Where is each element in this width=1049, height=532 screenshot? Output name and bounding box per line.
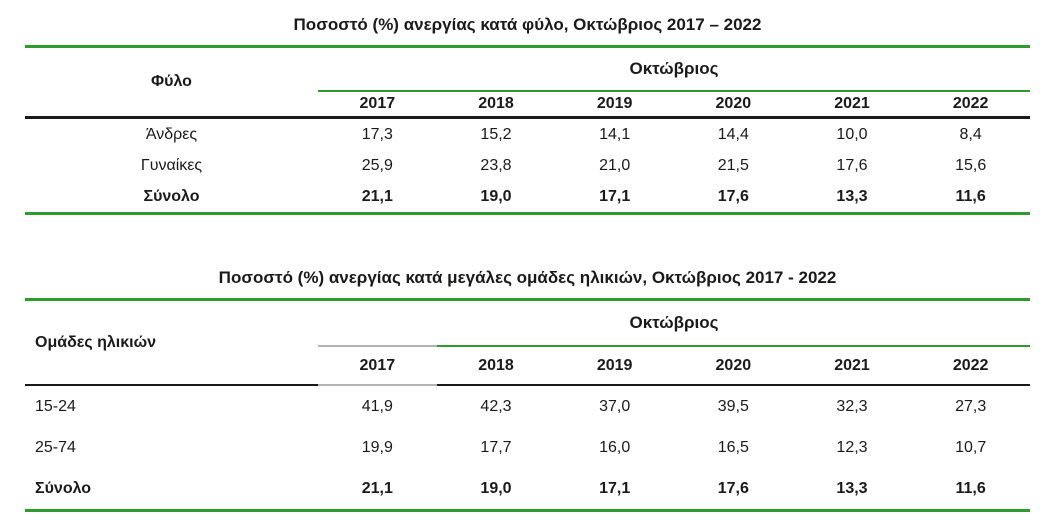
table1-col-header: Φύλο xyxy=(151,73,192,90)
row-label: Άνδρες xyxy=(145,125,198,143)
cell-value: 27,3 xyxy=(955,397,987,415)
table1-group-header: Οκτώβριος xyxy=(629,59,719,78)
cell-value: 14,1 xyxy=(599,125,631,143)
row-label: Σύνολο xyxy=(143,187,200,205)
table1-year-header: 2019 xyxy=(596,95,633,112)
cell-value: 17,1 xyxy=(599,479,631,497)
row-label: Γυναίκες xyxy=(140,156,203,174)
cell-value: 39,5 xyxy=(717,397,749,415)
table2-title: Ποσοστό (%) ανεργίας κατά μεγάλες ομάδες… xyxy=(218,268,837,287)
table2-year-header: 2017 xyxy=(359,356,396,374)
cell-value: 17,6 xyxy=(717,187,749,205)
cell-value: 10,7 xyxy=(955,438,987,456)
cell-value: 13,3 xyxy=(836,187,868,205)
table-unemployment-by-gender: Ποσοστό (%) ανεργίας κατά φύλο, Οκτώβριο… xyxy=(25,10,1030,215)
cell-value: 14,4 xyxy=(717,125,749,143)
table2-year-header: 2019 xyxy=(596,356,633,374)
document-page: Ποσοστό (%) ανεργίας κατά φύλο, Οκτώβριο… xyxy=(25,10,1030,512)
table1-header-rule xyxy=(25,116,1030,119)
table1-header: Φύλο Οκτώβριος 2017 2018 2019 2020 2021 … xyxy=(25,48,1030,116)
cell-value: 16,0 xyxy=(599,438,631,456)
table1-top-rule xyxy=(25,45,1030,48)
cell-value: 10,0 xyxy=(836,125,868,143)
table2-group-header: Οκτώβριος xyxy=(629,313,719,332)
table2-bottom-rule xyxy=(25,509,1030,512)
cell-value: 11,6 xyxy=(955,479,986,497)
table-unemployment-by-age: Ποσοστό (%) ανεργίας κατά μεγάλες ομάδες… xyxy=(25,263,1030,512)
table2-year-header: 2020 xyxy=(715,356,752,374)
table1-title: Ποσοστό (%) ανεργίας κατά φύλο, Οκτώβριο… xyxy=(293,15,762,34)
table1-year-header: 2018 xyxy=(478,95,514,112)
cell-value: 11,6 xyxy=(955,187,986,205)
cell-value: 17,1 xyxy=(599,187,631,205)
cell-value: 21,1 xyxy=(361,479,393,497)
cell-value: 19,0 xyxy=(480,187,512,205)
table2-top-rule xyxy=(25,298,1030,301)
cell-value: 32,3 xyxy=(836,397,868,415)
cell-value: 23,8 xyxy=(480,156,512,174)
cell-value: 19,0 xyxy=(480,479,512,497)
cell-value: 21,0 xyxy=(599,156,631,174)
table-row-total: Σύνολο 21,1 19,0 17,1 17,6 13,3 11,6 xyxy=(25,181,1030,212)
table2-col-header: Ομάδες ηλικιών xyxy=(35,333,157,351)
cell-value: 13,3 xyxy=(836,479,868,497)
cell-value: 16,5 xyxy=(717,438,749,456)
table-row-age-15-24: 15-24 41,9 42,3 37,0 39,5 32,3 27,3 xyxy=(25,386,1030,427)
row-label: 25-74 xyxy=(35,438,76,456)
table-row-women: Γυναίκες 25,9 23,8 21,0 21,5 17,6 15,6 xyxy=(25,150,1030,181)
cell-value: 42,3 xyxy=(480,397,512,415)
table-row-men: Άνδρες 17,3 15,2 14,1 14,4 10,0 8,4 xyxy=(25,119,1030,150)
cell-value: 8,4 xyxy=(959,125,982,143)
table2-year-header: 2022 xyxy=(952,356,989,374)
cell-value: 12,3 xyxy=(836,438,868,456)
cell-value: 21,1 xyxy=(361,187,393,205)
table2-header: Ομάδες ηλικιών Οκτώβριος 2017 2018 2019 … xyxy=(25,301,1030,384)
table2-year-header: 2021 xyxy=(834,356,870,374)
cell-value: 17,3 xyxy=(361,125,393,143)
row-label: Σύνολο xyxy=(35,479,92,497)
cell-value: 17,7 xyxy=(480,438,512,456)
cell-value: 15,2 xyxy=(480,125,512,143)
table1-group-underline xyxy=(318,90,1030,92)
table2-year-header: 2018 xyxy=(478,356,514,374)
table-row-age-25-74: 25-74 19,9 17,7 16,0 16,5 12,3 10,7 xyxy=(25,427,1030,468)
cell-value: 17,6 xyxy=(717,479,749,497)
cell-value: 19,9 xyxy=(361,438,393,456)
row-label: 15-24 xyxy=(35,397,76,415)
table1-year-header: 2022 xyxy=(952,95,989,112)
cell-value: 41,9 xyxy=(361,397,393,415)
table1-year-header: 2020 xyxy=(715,95,752,112)
cell-value: 25,9 xyxy=(361,156,393,174)
table2-group-underline xyxy=(318,345,1030,347)
table2-header-rule xyxy=(25,384,1030,386)
table1-year-header: 2017 xyxy=(359,95,396,112)
table-row-total: Σύνολο 21,1 19,0 17,1 17,6 13,3 11,6 xyxy=(25,468,1030,509)
table1-bottom-rule xyxy=(25,212,1030,215)
cell-value: 21,5 xyxy=(717,156,749,174)
cell-value: 17,6 xyxy=(836,156,868,174)
table1-year-header: 2021 xyxy=(834,95,870,112)
cell-value: 37,0 xyxy=(599,397,631,415)
cell-value: 15,6 xyxy=(955,156,987,174)
